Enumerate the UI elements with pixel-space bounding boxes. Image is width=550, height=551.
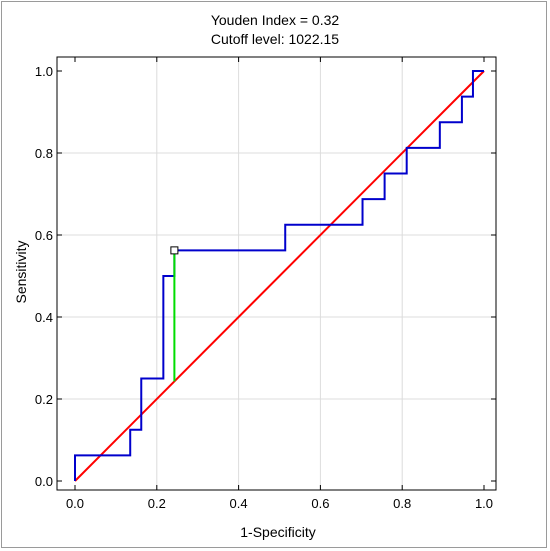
y-tick-label: 1.0 [35,64,53,79]
y-tick-label: 0.0 [35,474,53,489]
x-tick-label: 1.0 [475,496,493,511]
roc-curve-line [74,70,484,481]
optimal-cutoff-marker [170,246,179,255]
grid-lines [57,57,496,490]
chart-title-line-2: Cutoff level: 1022.15 [210,31,340,47]
y-tick-label: 0.8 [35,146,53,161]
x-axis-label: 1-Specificity [240,524,315,540]
x-tick-label: 0.4 [230,496,248,511]
reference-diagonal-line [74,70,485,482]
y-tick-label: 0.6 [35,228,53,243]
y-tick-label: 0.4 [35,310,53,325]
x-tick-label: 0.6 [311,496,329,511]
chart-title-line-1: Youden Index = 0.32 [210,12,340,28]
y-tick-label: 0.2 [35,392,53,407]
x-tick-label: 0.8 [393,496,411,511]
y-axis-label: Sensitivity [13,240,29,303]
x-tick-label: 0.2 [148,496,166,511]
series-layer [74,70,485,482]
x-tick-label: 0.0 [66,496,84,511]
plot-border [56,56,497,491]
axis-ticks: 0.0 0.2 0.4 0.6 0.8 1.0 0.0 0.2 0.4 0.6 0.8 1.0 [35,57,496,511]
